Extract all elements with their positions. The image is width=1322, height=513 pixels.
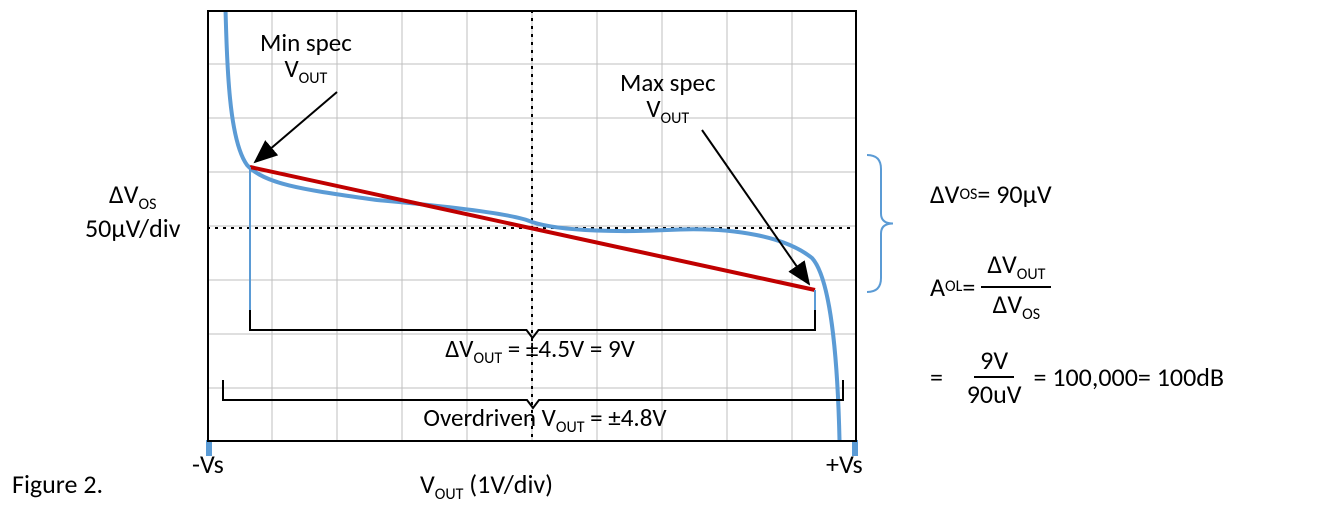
y-axis-label: ΔVOS 50µV/div bbox=[85, 180, 180, 242]
equations-block: ΔVOS = 90µV AOL = ΔVOUT ΔVOS = 9V 90uV =… bbox=[930, 178, 1224, 431]
fraction-9v-90uv: 9V 90uV bbox=[961, 346, 1028, 409]
eq-dvos: ΔVOS = 90µV bbox=[930, 178, 1224, 210]
x-axis-label: VOUT (1V/div) bbox=[420, 468, 553, 504]
overdriven-label: Overdriven VOUT = ±4.8V bbox=[380, 405, 710, 437]
figure-container: Figure 2. ΔVOS 50µV/div -Vs +Vs VOUT (1V… bbox=[0, 0, 1322, 513]
eq-aol-numeric: = 9V 90uV = 100,000 = 100dB bbox=[930, 346, 1224, 409]
dvout-label: ΔVOUT = ±4.5V = 9V bbox=[400, 336, 680, 368]
eq-aol-definition: AOL = ΔVOUT ΔVOS bbox=[930, 250, 1224, 324]
figure-label: Figure 2. bbox=[12, 468, 103, 500]
dvos-brace bbox=[867, 155, 893, 292]
fraction-dvout-dvos: ΔVOUT ΔVOS bbox=[981, 250, 1051, 324]
min-spec-label: Min spec VOUT bbox=[260, 30, 352, 88]
max-spec-label: Max spec VOUT bbox=[620, 70, 716, 128]
